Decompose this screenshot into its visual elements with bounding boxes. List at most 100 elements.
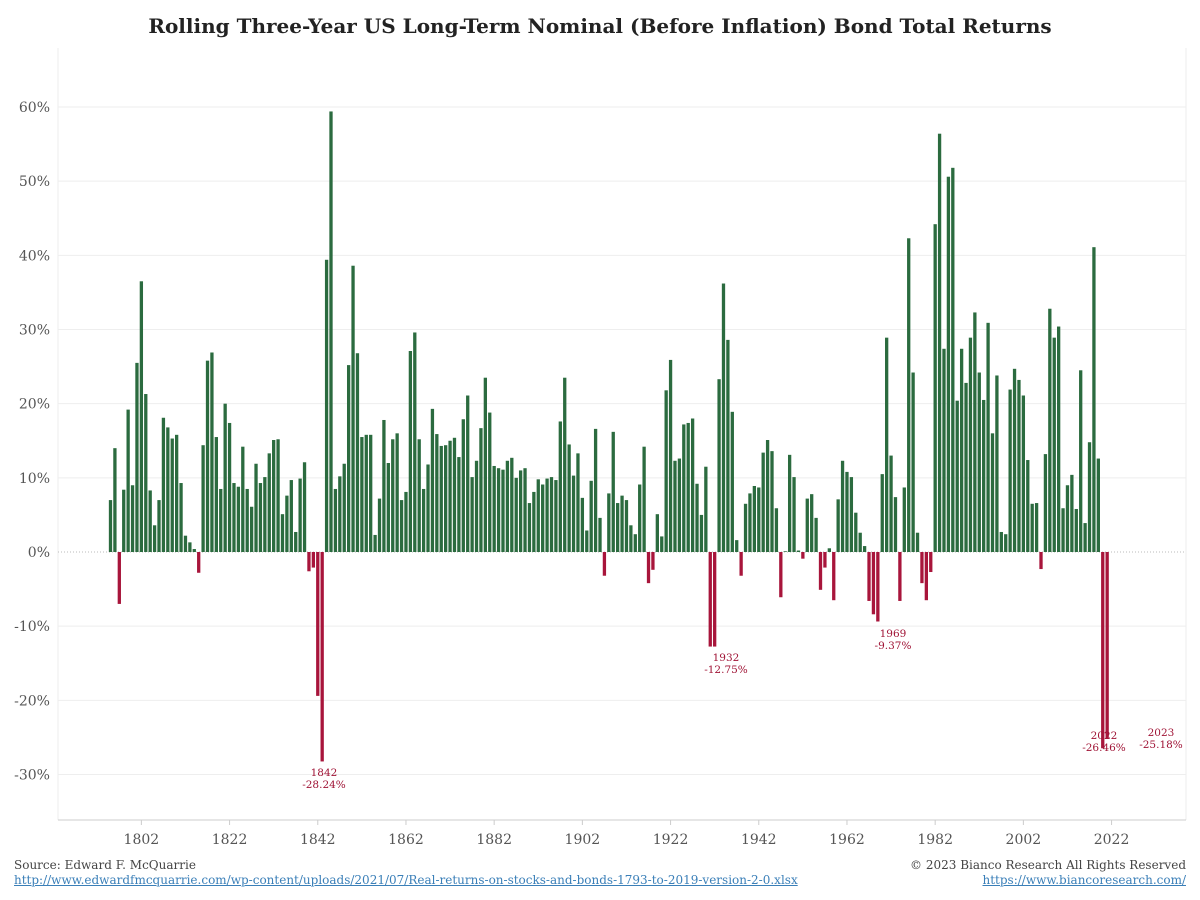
- bar: [457, 457, 461, 552]
- chart-title: Rolling Three-Year US Long-Term Nominal …: [148, 14, 1052, 38]
- bar: [192, 549, 196, 552]
- bar: [364, 434, 368, 552]
- bar: [602, 552, 607, 576]
- bar: [651, 552, 655, 570]
- bar: [571, 475, 576, 552]
- bar: [545, 478, 549, 552]
- bar: [439, 445, 443, 552]
- x-tick-label: 1982: [917, 832, 953, 848]
- bar: [241, 446, 245, 552]
- bar: [995, 375, 999, 552]
- bar: [1061, 508, 1065, 552]
- annotation-value: -26.46%: [1082, 742, 1126, 754]
- bar: [836, 499, 840, 552]
- bar: [346, 365, 351, 552]
- bar: [285, 495, 289, 552]
- bar: [254, 463, 258, 552]
- bar: [990, 433, 995, 552]
- bar: [849, 477, 854, 552]
- bar: [1087, 442, 1092, 552]
- x-tick-label: 1842: [300, 832, 336, 848]
- bar: [426, 464, 430, 552]
- bar: [108, 500, 113, 552]
- bar: [541, 484, 545, 552]
- x-tick-label: 1802: [124, 832, 160, 848]
- bar: [686, 422, 690, 552]
- annotations: 1842-28.24% 1932-12.75% 1969-9.37% 2022-26.…: [302, 628, 1183, 791]
- bar: [360, 437, 364, 552]
- bar: [1030, 503, 1034, 552]
- bar: [1065, 485, 1070, 552]
- bar: [444, 445, 448, 552]
- bar: [1096, 458, 1100, 552]
- bar: [263, 477, 267, 552]
- bar: [580, 497, 585, 552]
- bar: [929, 552, 933, 573]
- x-axis: 1802 1822 1842 1862 1882 1902 1922 1942 1962 1982…: [124, 820, 1129, 848]
- bar: [148, 490, 152, 552]
- bar: [668, 359, 673, 552]
- bar: [761, 452, 765, 552]
- bar: [161, 417, 166, 552]
- bar: [1101, 552, 1105, 749]
- bar: [558, 421, 562, 552]
- bar: [739, 552, 743, 576]
- bar: [276, 439, 280, 552]
- bar: [289, 480, 293, 552]
- bar: [126, 409, 130, 552]
- bar: [1092, 247, 1096, 553]
- bar: [219, 488, 223, 552]
- bar: [616, 503, 620, 552]
- bar: [267, 453, 271, 552]
- source-link[interactable]: http://www.edwardfmcquarrie.com/wp-conte…: [14, 873, 798, 887]
- bar: [726, 339, 730, 552]
- bar: [492, 465, 496, 552]
- bar: [1039, 552, 1043, 570]
- bar: [774, 508, 779, 552]
- x-tick-label: 1822: [212, 832, 248, 848]
- bar: [1052, 337, 1056, 552]
- bar: [902, 487, 906, 552]
- bar: [933, 224, 937, 552]
- bar: [955, 400, 959, 552]
- bar: [585, 530, 589, 552]
- bar: [518, 470, 523, 552]
- bar: [532, 491, 536, 552]
- bar: [629, 525, 633, 552]
- bar: [523, 468, 527, 552]
- bar: [959, 348, 964, 552]
- bar: [673, 460, 677, 552]
- bar: [823, 552, 827, 568]
- bar: [214, 437, 218, 552]
- bar: [787, 454, 792, 552]
- bar: [1074, 508, 1078, 552]
- annotation-value: -28.24%: [302, 779, 346, 791]
- annotation-year: 1842: [311, 767, 338, 779]
- x-tick-label: 1922: [653, 832, 689, 848]
- bar: [563, 377, 567, 552]
- bar: [514, 477, 518, 552]
- annotation-year: 1932: [713, 652, 740, 664]
- bar: [818, 552, 823, 590]
- bar: [166, 427, 170, 552]
- bar: [386, 463, 390, 552]
- bar: [175, 434, 179, 552]
- bar: [840, 460, 845, 552]
- bar: [536, 479, 540, 552]
- bar: [889, 455, 893, 552]
- bar: [404, 491, 408, 552]
- bar: [1070, 474, 1074, 552]
- bar: [968, 337, 973, 552]
- y-axis: -30% -20% -10% 0% 10% 20% 30% 40% 50% 60%: [14, 100, 50, 784]
- y-tick-label: 10%: [19, 471, 50, 487]
- bar: [417, 439, 421, 552]
- bar: [554, 480, 558, 552]
- bar: [951, 167, 955, 553]
- site-link[interactable]: https://www.biancoresearch.com/: [982, 873, 1186, 887]
- bar: [924, 552, 928, 601]
- bar: [448, 440, 452, 552]
- bar: [982, 399, 986, 552]
- bar: [845, 471, 849, 552]
- bar: [223, 403, 227, 552]
- bar: [624, 500, 629, 552]
